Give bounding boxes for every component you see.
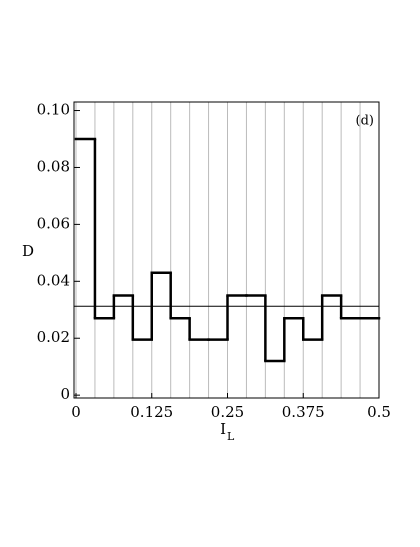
y-tick-label: 0.04 xyxy=(37,271,70,289)
x-axis-label-subscript: L xyxy=(227,430,235,443)
x-tick-label: 0.375 xyxy=(282,403,325,421)
y-tick-label: 0.06 xyxy=(37,214,70,232)
x-tick-label: 0.5 xyxy=(367,403,391,421)
x-axis-label: I xyxy=(220,420,226,438)
x-tick-label: 0 xyxy=(71,403,81,421)
x-tick-label: 0.125 xyxy=(130,403,173,421)
y-axis-label: D xyxy=(22,242,34,260)
y-tick-label: 0.08 xyxy=(37,157,70,175)
plot-frame xyxy=(73,101,380,399)
x-tick-label: 0.25 xyxy=(211,403,244,421)
annotation: (d) xyxy=(356,114,374,129)
y-tick-label: 0.02 xyxy=(37,328,70,346)
y-tick-label: 0 xyxy=(60,385,70,403)
y-tick-label: 0.10 xyxy=(37,101,70,119)
